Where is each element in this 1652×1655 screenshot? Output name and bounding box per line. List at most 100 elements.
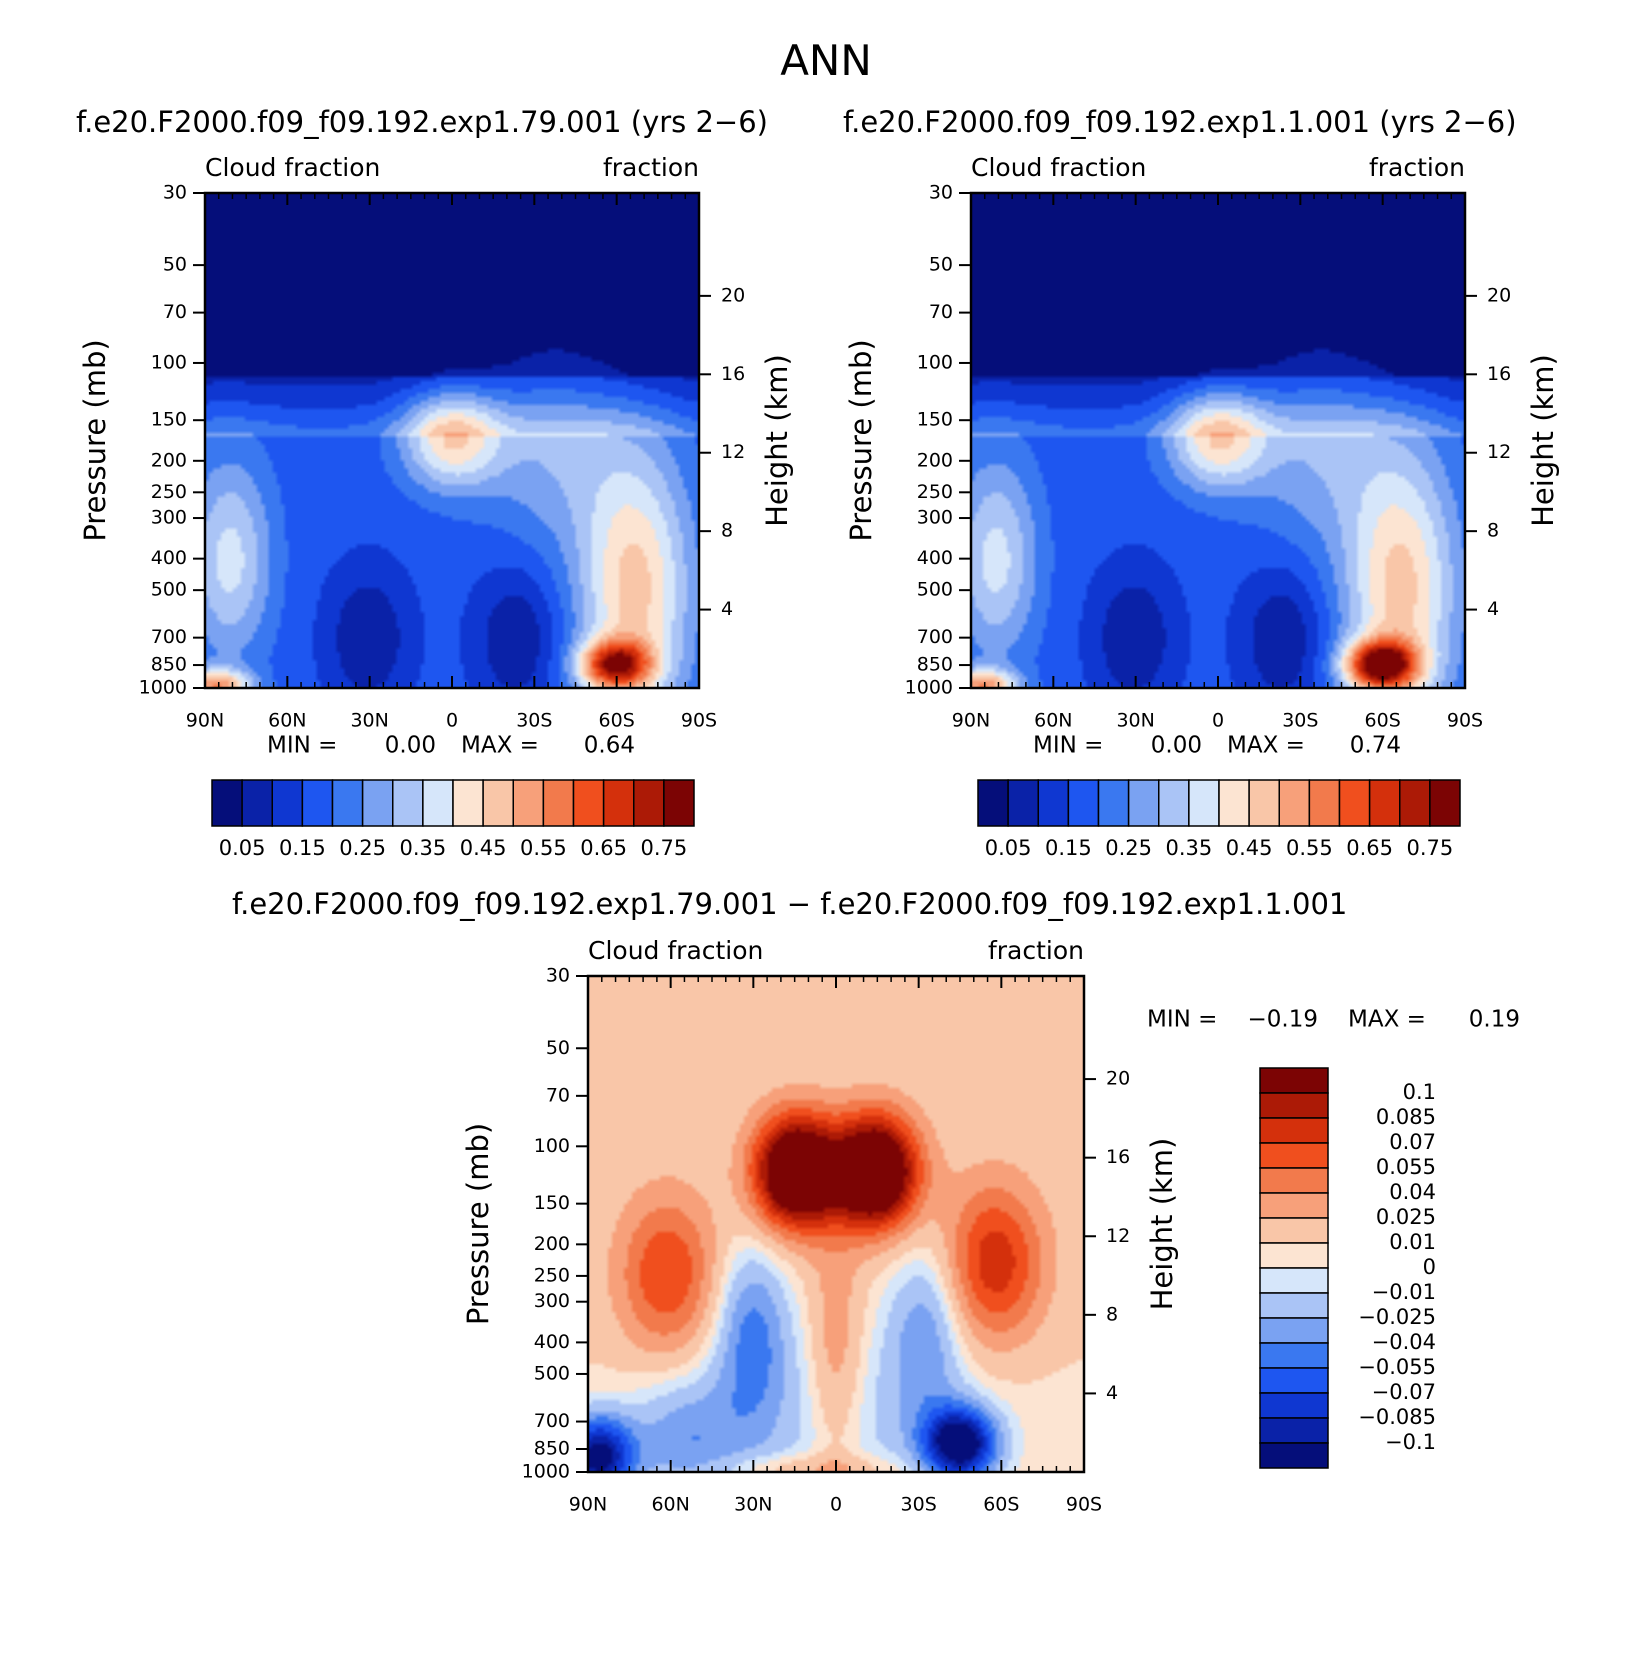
- min-label: MIN =: [1033, 733, 1103, 759]
- colorbar-box: [663, 779, 695, 827]
- y-tick-label: 850: [917, 654, 953, 676]
- panel-3-minmax: MIN = −0.19 MAX = 0.19: [1147, 1007, 1520, 1033]
- colorbar-box: [1007, 779, 1039, 827]
- min-label: MIN =: [1147, 1007, 1217, 1033]
- y-tick-label: 700: [534, 1410, 570, 1432]
- colorbar-label: 0.55: [520, 836, 567, 860]
- colorbar-box: [1259, 1367, 1329, 1394]
- y-axis-label: Pressure (mb): [461, 1123, 495, 1325]
- colorbar-box: [1259, 1442, 1329, 1469]
- y-tick-label: 250: [151, 481, 187, 503]
- colorbar-label: −0.1: [1385, 1430, 1436, 1454]
- colorbar-label: 0.25: [339, 836, 386, 860]
- x-tick-label: 90N: [569, 1494, 607, 1516]
- min-value: 0.00: [1151, 733, 1202, 759]
- colorbar-label: −0.07: [1372, 1380, 1436, 1404]
- x-tick-label: 30S: [901, 1494, 937, 1516]
- colorbar-box: [1158, 779, 1190, 827]
- colorbar-label: 0.04: [1389, 1180, 1436, 1204]
- y-tick-label: 200: [151, 449, 187, 471]
- colorbar-label: −0.04: [1372, 1330, 1436, 1354]
- colorbar-box: [482, 779, 514, 827]
- y2-tick-label: 12: [1106, 1225, 1130, 1247]
- y2-tick-label: 8: [1487, 520, 1499, 542]
- y-tick-label: 30: [163, 182, 187, 204]
- y-tick-label: 250: [917, 481, 953, 503]
- colorbar-label: −0.025: [1358, 1305, 1436, 1329]
- colorbar-box: [241, 779, 273, 827]
- colorbar-box: [1259, 1267, 1329, 1294]
- y2-tick-label: 16: [1487, 363, 1511, 385]
- colorbar-label: 0.05: [985, 836, 1032, 860]
- panel-3-colorbar: 0.10.0850.070.0550.040.0250.010−0.01−0.0…: [1259, 1067, 1436, 1469]
- colorbar-box: [452, 779, 484, 827]
- max-value: 0.19: [1469, 1007, 1520, 1033]
- colorbar-box: [512, 779, 545, 827]
- y-tick-label: 500: [534, 1362, 570, 1384]
- colorbar-box: [977, 779, 1009, 827]
- colorbar-label: −0.01: [1372, 1280, 1436, 1304]
- y2-tick-label: 16: [721, 363, 745, 385]
- colorbar-box: [1259, 1342, 1329, 1369]
- colorbar-label: 0.05: [219, 836, 266, 860]
- x-tick-label: 90N: [952, 710, 990, 732]
- min-value: 0.00: [385, 733, 436, 759]
- colorbar-label: 0.085: [1376, 1105, 1436, 1129]
- colorbar-label: −0.055: [1358, 1355, 1436, 1379]
- y-tick-label: 500: [151, 579, 187, 601]
- x-tick-label: 90S: [681, 710, 717, 732]
- y2-tick-label: 4: [721, 598, 733, 620]
- colorbar-box: [1127, 779, 1160, 827]
- colorbar-box: [1429, 779, 1461, 827]
- colorbar-box: [1259, 1067, 1329, 1094]
- x-tick-label: 60N: [268, 710, 306, 732]
- y-axis-label: Pressure (mb): [78, 339, 112, 541]
- colorbar-label: 0.45: [460, 836, 507, 860]
- y-tick-label: 150: [534, 1192, 570, 1214]
- colorbar-box: [331, 779, 364, 827]
- colorbar-label: 0.65: [580, 836, 627, 860]
- y-tick-label: 300: [917, 507, 953, 529]
- diff-panel-title: f.e20.F2000.f09_f09.192.exp1.79.001 − f.…: [232, 887, 1348, 921]
- colorbar-box: [1259, 1117, 1329, 1144]
- min-label: MIN =: [267, 733, 337, 759]
- y-tick-label: 300: [151, 507, 187, 529]
- colorbar-label: 0.15: [1045, 836, 1092, 860]
- y-tick-label: 150: [917, 409, 953, 431]
- y2-tick-label: 20: [1487, 284, 1511, 306]
- y-tick-label: 150: [151, 409, 187, 431]
- y-tick-label: 850: [151, 654, 187, 676]
- colorbar-box: [422, 779, 454, 827]
- x-tick-label: 0: [446, 710, 458, 732]
- panel-3-axes: 90N 60N 30N 0 30S 60S 90S 30 50 70 100 150 200 250 300…: [461, 936, 1179, 1516]
- panel-2-axes: 90N 60N 30N 0 30S 60S 90S 30 50 70 100 150 200 250 300…: [844, 153, 1560, 732]
- panel-2-minmax: MIN = 0.00 MAX = 0.74: [1033, 733, 1401, 759]
- max-value: 0.74: [1350, 733, 1401, 759]
- y2-tick-label: 8: [721, 520, 733, 542]
- colorbar-box: [1097, 779, 1130, 827]
- colorbar-box: [361, 779, 394, 827]
- left-string: Cloud fraction: [971, 153, 1146, 182]
- y-tick-label: 200: [534, 1233, 570, 1255]
- colorbar-label: 0.01: [1389, 1230, 1436, 1254]
- y-tick-label: 300: [534, 1290, 570, 1312]
- colorbar-box: [1037, 779, 1070, 827]
- y-tick-label: 400: [534, 1331, 570, 1353]
- colorbar-label: 0.45: [1226, 836, 1273, 860]
- y-tick-label: 100: [534, 1135, 570, 1157]
- x-tick-label: 60N: [651, 1494, 689, 1516]
- colorbar-box: [1338, 779, 1371, 827]
- y-tick-label: 50: [929, 254, 953, 276]
- colorbar-label: 0.025: [1376, 1205, 1436, 1229]
- left-string: Cloud fraction: [205, 153, 380, 182]
- colorbar-box: [1368, 779, 1401, 827]
- colorbar-box: [1399, 779, 1431, 827]
- y-tick-label: 500: [917, 579, 953, 601]
- y-tick-label: 1000: [905, 677, 953, 699]
- colorbar-label: 0.25: [1105, 836, 1152, 860]
- colorbar-box: [1188, 779, 1220, 827]
- y2-tick-label: 12: [1487, 441, 1511, 463]
- colorbar-box: [211, 779, 243, 827]
- y-tick-label: 50: [546, 1037, 570, 1059]
- x-tick-label: 0: [1212, 710, 1224, 732]
